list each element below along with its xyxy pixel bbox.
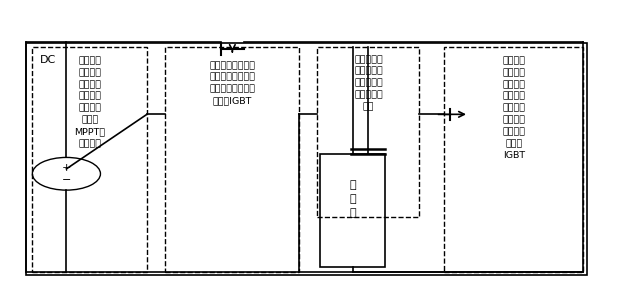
Text: +: + — [62, 164, 71, 173]
Text: 输入不同
调频脉冲
对负脉冲
的脉冲周
期、占空
比和初始
角度进行
调整的
IGBT: 输入不同 调频脉冲 对负脉冲 的脉冲周 期、占空 比和初始 角度进行 调整的 I… — [503, 56, 526, 160]
Text: 恒定直流
源，一般
是经整流
滤波后的
交流源，
或含有
MPPT的
光伏电池: 恒定直流 源，一般 是经整流 滤波后的 交流源， 或含有 MPPT的 光伏电池 — [75, 56, 106, 148]
Text: 输入不同调频脉冲
对充电电流的脉冲
周期和占空比进行
调整的IGBT: 输入不同调频脉冲 对充电电流的脉冲 周期和占空比进行 调整的IGBT — [210, 61, 256, 105]
Text: 蓄
电
池: 蓄 电 池 — [350, 180, 356, 218]
Text: DC: DC — [40, 55, 56, 65]
Text: 产生负脉冲
的电容，其
大小决定负
脉冲幅值的
大小: 产生负脉冲 的电容，其 大小决定负 脉冲幅值的 大小 — [354, 55, 383, 111]
Text: −: − — [62, 175, 71, 185]
